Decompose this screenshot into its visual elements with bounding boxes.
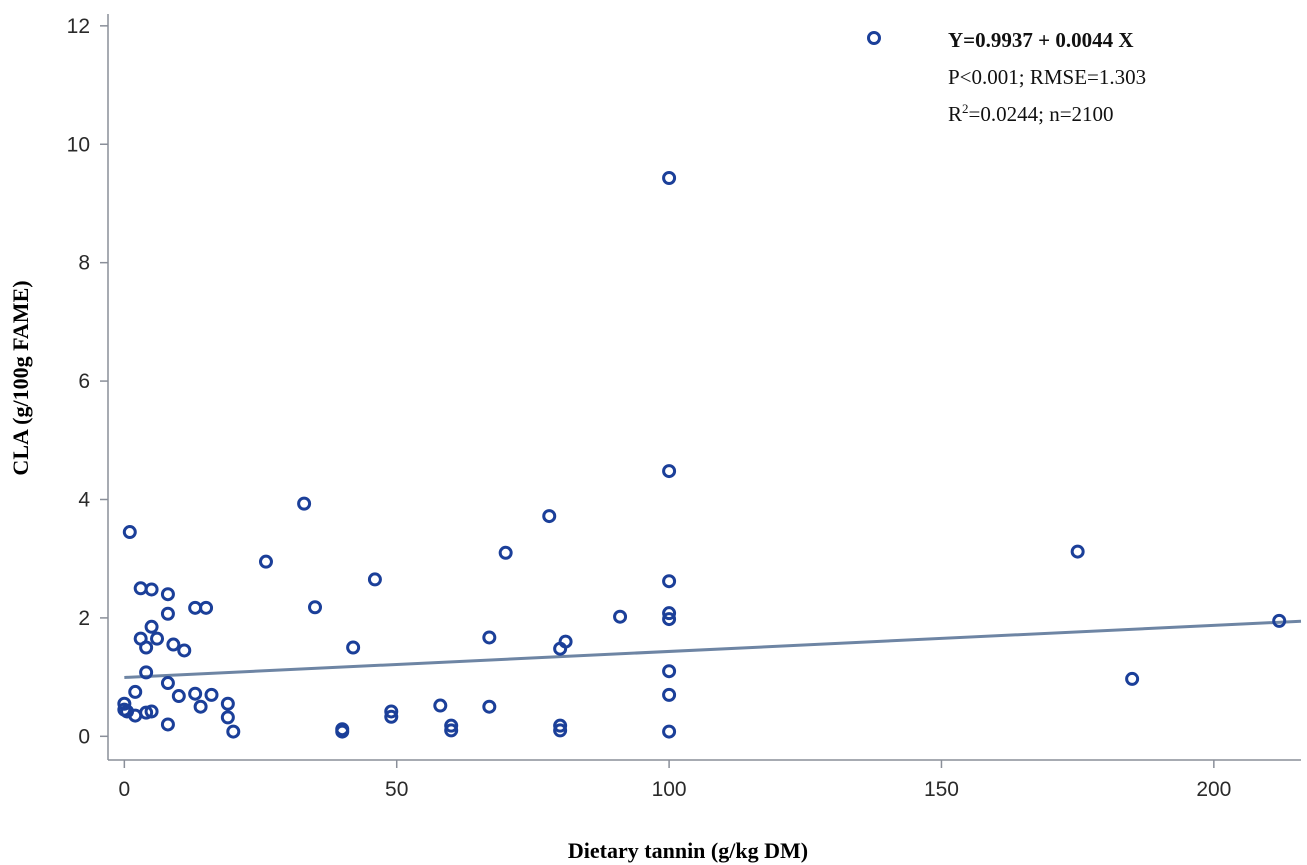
data-point	[297, 496, 312, 511]
data-point	[367, 572, 382, 587]
data-point	[346, 640, 361, 655]
data-point	[150, 631, 165, 646]
data-point	[144, 704, 159, 719]
data-point	[166, 637, 181, 652]
data-point	[188, 600, 203, 615]
legend-equation: Y=0.9937 + 0.0044 X	[948, 28, 1134, 52]
data-point	[144, 582, 159, 597]
x-axis-title: Dietary tannin (g/kg DM)	[568, 838, 808, 863]
data-point	[139, 665, 154, 680]
r2-value-n: =0.0244; n=2100	[969, 102, 1114, 126]
data-point	[258, 554, 273, 569]
r2-symbol: R	[948, 102, 962, 126]
x-tick-label: 150	[924, 778, 959, 801]
data-point	[204, 687, 219, 702]
data-point	[553, 723, 568, 738]
data-points	[117, 171, 1287, 739]
legend-stats-p-rmse: P<0.001; RMSE=1.303	[948, 65, 1146, 89]
y-tick-label: 12	[67, 15, 90, 38]
x-tick-label: 200	[1196, 778, 1231, 801]
data-point	[335, 724, 350, 739]
y-tick-label: 10	[67, 133, 90, 156]
data-point	[662, 606, 677, 621]
data-point	[1272, 613, 1287, 628]
x-tick-label: 0	[118, 778, 130, 801]
data-point	[226, 724, 241, 739]
data-point	[128, 684, 143, 699]
data-point	[662, 612, 677, 627]
data-point	[384, 709, 399, 724]
data-point	[177, 643, 192, 658]
data-point	[160, 676, 175, 691]
regression-line	[124, 619, 1302, 679]
data-point	[542, 509, 557, 524]
x-axis-ticks: 0 50 100 150 200	[118, 760, 1231, 801]
data-point	[662, 171, 677, 186]
data-point	[1125, 671, 1140, 686]
legend-marker	[867, 31, 881, 45]
data-point	[558, 634, 573, 649]
data-point	[160, 587, 175, 602]
axes: 0 2 4 6 8 10 12 0 50 100 150 200	[67, 14, 1301, 801]
data-point	[444, 723, 459, 738]
data-point	[482, 630, 497, 645]
y-tick-label: 0	[78, 725, 90, 748]
data-point	[613, 609, 628, 624]
data-point	[662, 464, 677, 479]
data-point	[160, 717, 175, 732]
data-point	[662, 687, 677, 702]
data-point	[482, 699, 497, 714]
data-point	[117, 696, 132, 711]
data-point	[122, 525, 137, 540]
r2-superscript: 2	[962, 101, 969, 116]
data-point	[308, 600, 323, 615]
y-axis-ticks: 0 2 4 6 8 10 12	[67, 15, 108, 748]
x-tick-label: 100	[652, 778, 687, 801]
data-point	[199, 600, 214, 615]
data-point	[553, 718, 568, 733]
y-axis-title: CLA (g/100g FAME)	[8, 280, 33, 475]
x-tick-label: 50	[385, 778, 408, 801]
data-point	[144, 619, 159, 634]
data-point	[171, 689, 186, 704]
y-tick-label: 4	[78, 488, 90, 511]
y-tick-label: 8	[78, 252, 90, 275]
data-point	[188, 686, 203, 701]
data-point	[444, 718, 459, 733]
y-tick-label: 2	[78, 607, 90, 630]
data-point	[220, 696, 235, 711]
data-point	[160, 606, 175, 621]
data-point	[133, 581, 148, 596]
y-tick-label: 6	[78, 370, 90, 393]
data-point	[193, 699, 208, 714]
legend-stats-r2-n: R2=0.0244; n=2100	[948, 101, 1114, 126]
data-point	[662, 574, 677, 589]
data-point	[662, 724, 677, 739]
data-point	[662, 664, 677, 679]
data-point	[220, 710, 235, 725]
data-point	[139, 640, 154, 655]
legend: Y=0.9937 + 0.0044 X P<0.001; RMSE=1.303 …	[867, 28, 1146, 126]
data-point	[384, 704, 399, 719]
data-point	[433, 698, 448, 713]
data-point	[1070, 544, 1085, 559]
data-point	[498, 545, 513, 560]
